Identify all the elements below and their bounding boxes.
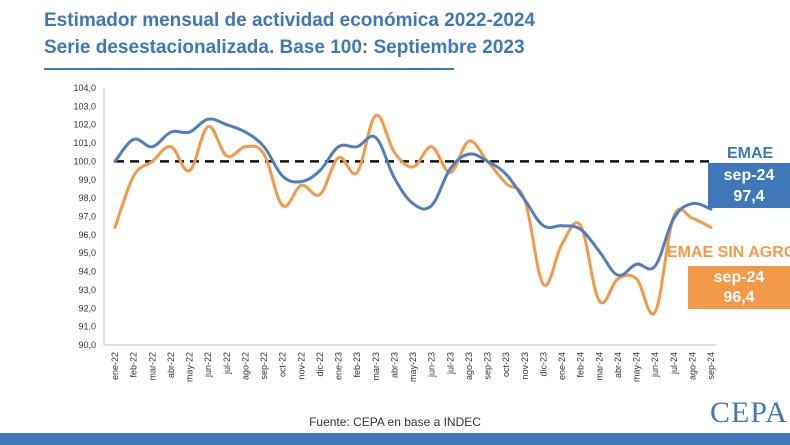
y-tick-label: 103,0 bbox=[73, 101, 96, 111]
x-tick-label: ene-22 bbox=[110, 352, 120, 380]
y-tick-label: 94,0 bbox=[78, 267, 96, 277]
x-tick-label: dic-22 bbox=[315, 352, 325, 377]
emae-series-label: EMAE bbox=[727, 145, 774, 162]
y-tick-label: 98,0 bbox=[78, 193, 96, 203]
x-tick-label: mar-23 bbox=[371, 352, 381, 381]
emae-sin-agro-period: sep-24 bbox=[713, 269, 765, 286]
emae-value: 97,4 bbox=[733, 188, 765, 205]
cepa-logo: CEPA bbox=[707, 396, 790, 430]
x-tick-label: feb-22 bbox=[129, 352, 139, 378]
chart-title: Estimador mensual de actividad económica… bbox=[44, 10, 536, 31]
y-tick-label: 95,0 bbox=[78, 248, 96, 258]
x-tick-label: ago-22 bbox=[240, 352, 250, 380]
y-tick-label: 97,0 bbox=[78, 212, 96, 222]
x-tick-label: may-24 bbox=[632, 352, 642, 382]
y-tick-label: 104,0 bbox=[73, 83, 96, 93]
x-tick-label: nov-23 bbox=[520, 352, 530, 380]
x-tick-label: jul-24 bbox=[669, 352, 679, 375]
y-tick-label: 92,0 bbox=[78, 303, 96, 313]
emae-sin-agro-value: 96,4 bbox=[723, 289, 755, 306]
emae-series-line bbox=[113, 117, 713, 277]
y-tick-label: 99,0 bbox=[78, 175, 96, 185]
x-tick-label: jun-22 bbox=[203, 352, 213, 378]
emae-sin-agro-series-line bbox=[113, 113, 713, 316]
title-underline bbox=[44, 68, 454, 70]
source-note: Fuente: CEPA en base a INDEC bbox=[309, 415, 481, 429]
y-tick-label: 100,0 bbox=[73, 156, 96, 166]
y-tick-label: 90,0 bbox=[78, 340, 96, 350]
emae-period: sep-24 bbox=[723, 167, 775, 184]
chart-subtitle: Serie desestacionalizada. Base 100: Sept… bbox=[44, 37, 525, 58]
footer-bar bbox=[0, 433, 790, 445]
x-tick-label: abr-23 bbox=[389, 352, 399, 378]
emae-value-badge: sep-24 97,4 bbox=[708, 163, 790, 208]
x-tick-label: ago-23 bbox=[464, 352, 474, 380]
x-tick-label: dic-23 bbox=[538, 352, 548, 377]
x-tick-label: jul-23 bbox=[445, 352, 455, 375]
x-tick-label: jun-24 bbox=[650, 352, 660, 378]
x-tick-label: sep-23 bbox=[483, 352, 493, 380]
x-tick-label: may-23 bbox=[408, 352, 418, 382]
x-tick-label: ene-23 bbox=[334, 352, 344, 380]
x-tick-label: feb-24 bbox=[576, 352, 586, 378]
x-tick-label: may-22 bbox=[185, 352, 195, 382]
x-tick-label: mar-24 bbox=[594, 352, 604, 381]
y-tick-label: 91,0 bbox=[78, 322, 96, 332]
x-tick-label: feb-23 bbox=[352, 352, 362, 378]
x-tick-label: oct-22 bbox=[278, 352, 288, 377]
x-tick-label: sep-22 bbox=[259, 352, 269, 380]
x-tick-label: nov-22 bbox=[296, 352, 306, 380]
x-tick-label: ago-24 bbox=[687, 352, 697, 380]
emae-sin-agro-value-badge: sep-24 96,4 bbox=[688, 266, 790, 309]
y-tick-label: 93,0 bbox=[78, 285, 96, 295]
x-tick-label: jul-22 bbox=[222, 352, 232, 375]
x-tick-label: jun-23 bbox=[427, 352, 437, 378]
emae-sin-agro-series-label: EMAE SIN AGRO bbox=[667, 244, 790, 261]
x-tick-label: sep-24 bbox=[706, 352, 716, 380]
x-tick-label: abr-22 bbox=[166, 352, 176, 378]
x-tick-label: ene-24 bbox=[557, 352, 567, 380]
x-tick-label: abr-24 bbox=[613, 352, 623, 378]
y-tick-label: 96,0 bbox=[78, 230, 96, 240]
x-tick-label: oct-23 bbox=[501, 352, 511, 377]
y-tick-label: 102,0 bbox=[73, 120, 96, 130]
y-tick-label: 101,0 bbox=[73, 138, 96, 148]
x-tick-label: mar-22 bbox=[147, 352, 157, 381]
